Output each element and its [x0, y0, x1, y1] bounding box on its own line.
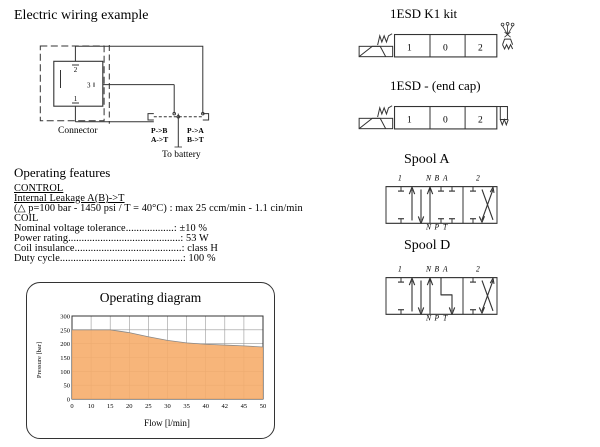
svg-text:2: 2 — [478, 44, 483, 54]
svg-text:To battery: To battery — [162, 150, 201, 160]
svg-text:35: 35 — [183, 403, 190, 410]
svg-text:20: 20 — [126, 403, 133, 410]
svg-text:0: 0 — [443, 44, 448, 54]
svg-text:P: P — [434, 313, 440, 323]
svg-text:10: 10 — [88, 403, 95, 410]
svg-text:A->T: A->T — [151, 135, 168, 144]
svg-text:40: 40 — [202, 403, 209, 410]
svg-text:P: P — [434, 222, 440, 232]
svg-text:150: 150 — [60, 355, 70, 362]
svg-text:N: N — [425, 313, 432, 323]
svg-text:2: 2 — [476, 173, 480, 183]
svg-text:B: B — [435, 173, 440, 183]
svg-text:45: 45 — [241, 403, 248, 410]
svg-text:30: 30 — [164, 403, 171, 410]
svg-text:P->B: P->B — [151, 126, 167, 135]
svg-text:Connector: Connector — [58, 126, 98, 136]
svg-text:B->T: B->T — [187, 135, 204, 144]
svg-text:50: 50 — [260, 403, 267, 410]
svg-text:300: 300 — [60, 314, 70, 321]
svg-text:0: 0 — [70, 403, 73, 410]
svg-text:Pressure [bar]: Pressure [bar] — [36, 342, 43, 378]
svg-text:0: 0 — [443, 116, 448, 126]
svg-text:25: 25 — [145, 403, 152, 410]
svg-text:N: N — [425, 222, 432, 232]
svg-text:200: 200 — [60, 341, 70, 348]
svg-text:2: 2 — [476, 264, 480, 274]
svg-text:B: B — [435, 264, 440, 274]
svg-text:1: 1 — [398, 173, 402, 183]
svg-text:50: 50 — [64, 383, 71, 390]
svg-text:250: 250 — [60, 327, 70, 334]
svg-text:42: 42 — [222, 403, 229, 410]
svg-text:15: 15 — [107, 403, 114, 410]
svg-text:2: 2 — [74, 66, 78, 74]
svg-text:1: 1 — [407, 44, 412, 54]
svg-text:A: A — [442, 264, 448, 274]
svg-text:P->A: P->A — [187, 126, 204, 135]
svg-text:Flow [l/min]: Flow [l/min] — [144, 418, 190, 428]
svg-text:A: A — [442, 173, 448, 183]
svg-text:1: 1 — [398, 264, 402, 274]
svg-text:T: T — [443, 313, 448, 323]
svg-text:1: 1 — [407, 116, 412, 126]
svg-text:N: N — [425, 264, 432, 274]
svg-text:100: 100 — [60, 369, 70, 376]
svg-text:2: 2 — [478, 116, 483, 126]
svg-text:N: N — [425, 173, 432, 183]
svg-text:T: T — [443, 222, 448, 232]
svg-text:1: 1 — [74, 95, 78, 103]
svg-text:3: 3 — [87, 82, 91, 90]
